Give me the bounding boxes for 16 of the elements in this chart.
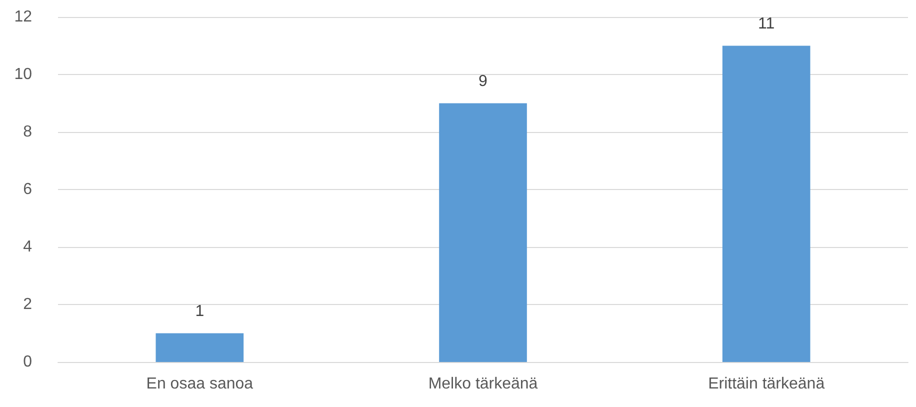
bar [439, 103, 527, 362]
y-tick-label: 6 [23, 181, 32, 198]
y-tick-label: 8 [23, 124, 32, 140]
data-label: 11 [758, 15, 775, 32]
data-label: 1 [195, 302, 204, 320]
y-tick-label: 4 [23, 238, 32, 256]
y-tick-label: 0 [23, 354, 32, 370]
data-label: 9 [478, 72, 488, 90]
x-tick-label: Melko tärkeänä [428, 376, 538, 392]
x-tick-label: En osaa sanoa [146, 376, 254, 392]
y-tick-label: 2 [23, 296, 32, 313]
x-tick-label: Erittäin tärkeänä [708, 376, 825, 392]
y-tick-label: 12 [14, 8, 32, 26]
bar [156, 333, 244, 362]
y-tick-label: 10 [14, 66, 32, 83]
bar [722, 46, 810, 362]
